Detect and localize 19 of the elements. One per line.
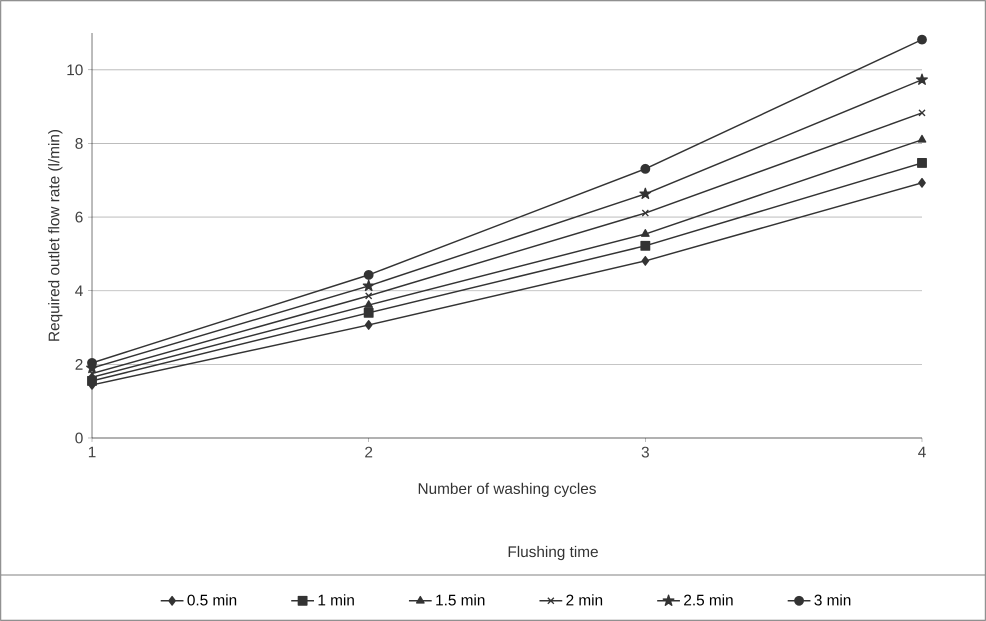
- legend-title: Flushing time: [508, 546, 598, 560]
- y-tick-label: 10: [67, 64, 83, 76]
- legend-label: 1 min: [318, 594, 354, 606]
- x-tick-label: 2: [365, 446, 372, 458]
- legend-label: 1.5 min: [436, 594, 484, 606]
- legend-label: 3 min: [814, 594, 850, 606]
- legend-label: 0.5 min: [187, 594, 236, 606]
- y-tick-label: 4: [75, 285, 83, 296]
- legend-label: 2.5 min: [684, 594, 733, 606]
- y-tick-label: 6: [76, 212, 83, 223]
- legend-label: 2 min: [566, 594, 602, 606]
- y-axis-title: Required outlet flow rate (l/min): [48, 130, 62, 341]
- y-tick-label: 8: [75, 138, 83, 149]
- y-tick-label: 0: [75, 432, 83, 444]
- y-tick-label: 2: [76, 359, 83, 370]
- x-tick-label: 1: [88, 446, 96, 458]
- x-tick-label: 4: [918, 446, 926, 458]
- x-axis-title: Number of washing cycles: [418, 482, 596, 497]
- x-tick-label: 3: [642, 446, 649, 458]
